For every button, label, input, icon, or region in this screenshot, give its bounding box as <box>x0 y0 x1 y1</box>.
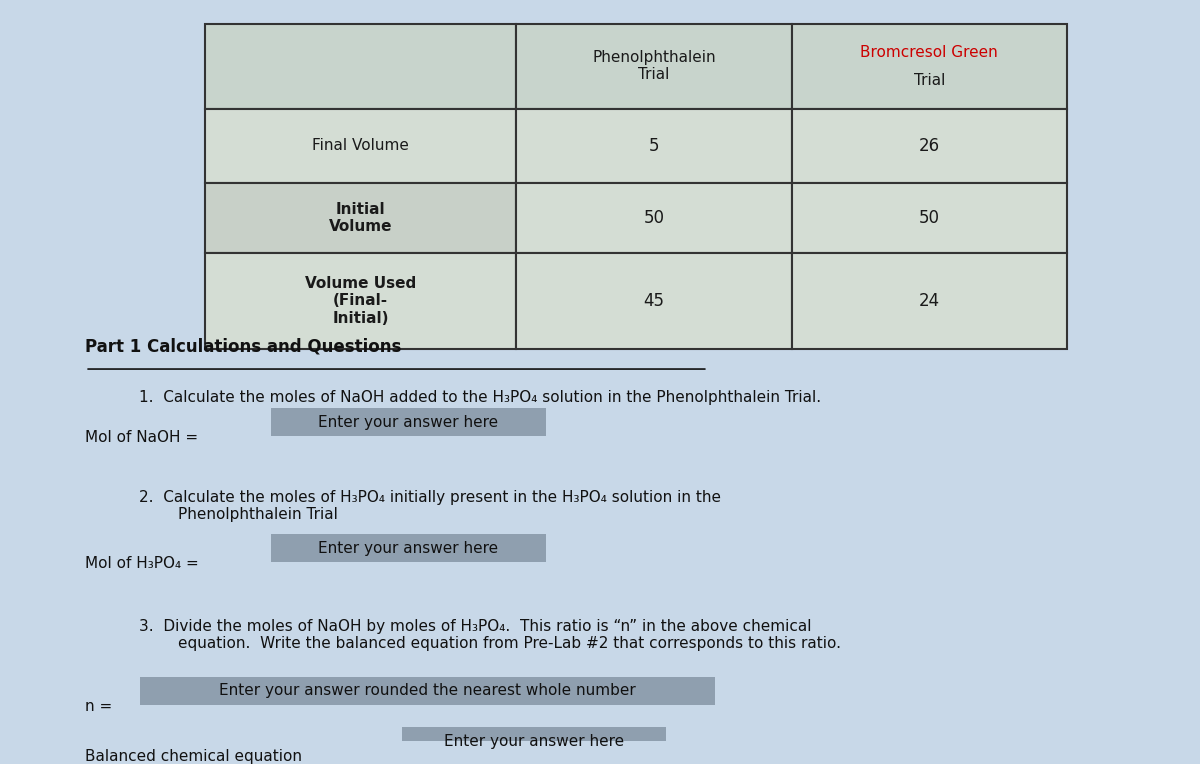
Bar <box>205 108 516 183</box>
Text: Enter your answer here: Enter your answer here <box>318 541 498 555</box>
Text: 45: 45 <box>643 292 665 310</box>
Text: 50: 50 <box>643 209 665 227</box>
Bar <box>792 24 1067 108</box>
Bar <box>516 24 792 108</box>
Text: 50: 50 <box>919 209 940 227</box>
Text: Mol of H₃PO₄ =: Mol of H₃PO₄ = <box>85 556 204 571</box>
FancyBboxPatch shape <box>402 727 666 755</box>
Text: 2.  Calculate the moles of H₃PO₄ initially present in the H₃PO₄ solution in the
: 2. Calculate the moles of H₃PO₄ initiall… <box>139 490 721 522</box>
Text: Balanced chemical equation: Balanced chemical equation <box>85 749 307 764</box>
Text: Initial
Volume: Initial Volume <box>329 202 392 234</box>
Text: 26: 26 <box>919 137 940 154</box>
Text: 5: 5 <box>649 137 659 154</box>
Bar <box>792 253 1067 349</box>
Text: 1.  Calculate the moles of NaOH added to the H₃PO₄ solution in the Phenolphthale: 1. Calculate the moles of NaOH added to … <box>139 390 821 405</box>
Text: Volume Used
(Final-
Initial): Volume Used (Final- Initial) <box>305 276 416 326</box>
Bar <box>516 183 792 253</box>
Text: Phenolphthalein
Trial: Phenolphthalein Trial <box>592 50 715 83</box>
Text: Final Volume: Final Volume <box>312 138 409 153</box>
Text: Part 1 Calculations and Questions: Part 1 Calculations and Questions <box>85 338 402 356</box>
FancyBboxPatch shape <box>140 677 715 705</box>
Bar <box>516 108 792 183</box>
Text: Mol of NaOH =: Mol of NaOH = <box>85 430 203 445</box>
Text: 24: 24 <box>919 292 940 310</box>
Text: Enter your answer rounded the nearest whole number: Enter your answer rounded the nearest wh… <box>220 683 636 698</box>
Text: Trial: Trial <box>913 73 944 89</box>
Text: 3.  Divide the moles of NaOH by moles of H₃PO₄.  This ratio is “n” in the above : 3. Divide the moles of NaOH by moles of … <box>139 619 841 652</box>
Text: Bromcresol Green: Bromcresol Green <box>860 45 998 60</box>
Bar <box>205 24 516 108</box>
FancyBboxPatch shape <box>271 408 546 436</box>
Bar <box>205 253 516 349</box>
Bar <box>516 253 792 349</box>
Text: Enter your answer here: Enter your answer here <box>444 733 624 749</box>
Text: n =: n = <box>85 699 118 714</box>
Text: Enter your answer here: Enter your answer here <box>318 415 498 430</box>
FancyBboxPatch shape <box>271 534 546 562</box>
Bar <box>792 183 1067 253</box>
Bar <box>205 183 516 253</box>
Bar <box>792 108 1067 183</box>
